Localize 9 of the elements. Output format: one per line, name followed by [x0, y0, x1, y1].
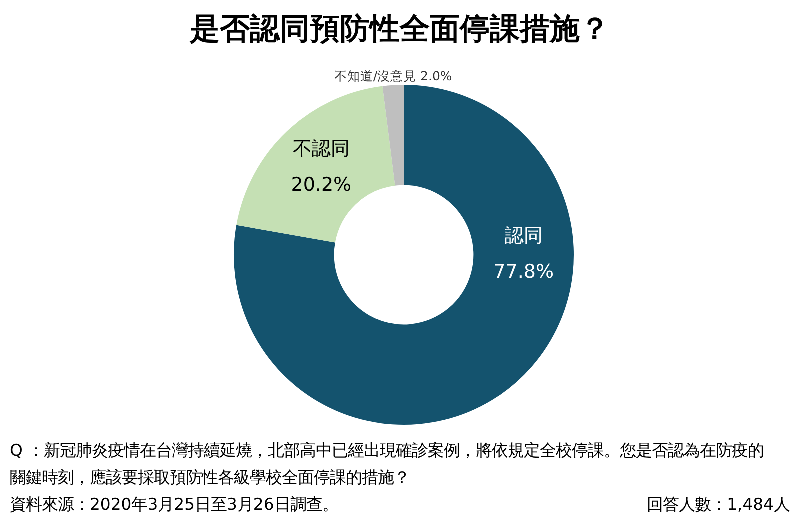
slice-label: 認同 — [504, 224, 543, 247]
chart-title: 是否認同預防性全面停課措施？ — [189, 11, 611, 49]
slice-label: 不知道/沒意見 2.0% — [334, 68, 452, 84]
data-label: 20.2% — [291, 174, 352, 196]
text: Q ：新冠肺炎疫情在台灣持續延燒，北部高中已經出現確診案例，將依規定全校停課。您是否認為在防疫的關鍵時刻，應該要採取預防性各級學校全面停課的措施？ — [10, 440, 766, 489]
source-note: 資料來源：2020年3月25日至3月26日調查。 — [10, 494, 338, 516]
data-label: 77.8% — [494, 260, 554, 283]
text: 回答人數：1,484人 — [647, 494, 790, 516]
slice-label: 不認同 — [292, 138, 350, 160]
